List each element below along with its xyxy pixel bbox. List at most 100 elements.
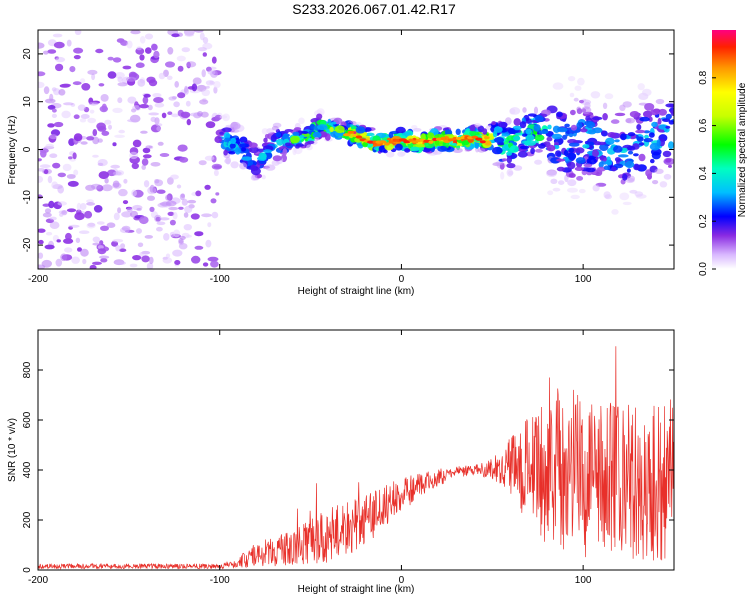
spectrogram-cell <box>144 235 153 239</box>
spectrogram-cell <box>55 258 63 267</box>
spectrogram-cell <box>80 78 86 84</box>
spectrogram-cell <box>73 47 84 54</box>
spectrogram-cell <box>197 47 207 52</box>
spectrogram-cell <box>509 107 521 115</box>
spectrogram-cell <box>579 99 584 104</box>
spectrogram-cell <box>162 257 173 264</box>
spectrogram-cell <box>662 118 671 122</box>
spectrogram-cell <box>503 144 509 149</box>
spectrogram-cell <box>642 88 652 97</box>
spectrogram-cell <box>284 129 294 132</box>
spectrogram-cell <box>301 131 309 134</box>
spectrogram-cell <box>469 130 476 136</box>
spectrogram-cell <box>577 77 585 86</box>
spectrogram-cell <box>184 85 189 93</box>
spectrogram-cell <box>482 128 488 135</box>
spectrogram-cell <box>551 133 563 140</box>
colorbar-tick-label: 0.6 <box>698 118 709 132</box>
spectrogram-cell <box>190 112 199 117</box>
spectrogram-cell <box>575 147 585 154</box>
spectrogram-cell <box>513 135 521 141</box>
spectrogram-cell <box>622 201 632 206</box>
spectrogram-cell <box>68 156 73 160</box>
spectrogram-cell <box>276 138 284 146</box>
spectrogram-cell <box>272 155 282 162</box>
spectrogram-cell <box>250 167 261 176</box>
spectrogram-cell <box>602 113 608 121</box>
spectrogram-cell <box>156 189 166 194</box>
spectrogram-cell <box>533 124 541 132</box>
spectrogram-cell <box>638 142 645 146</box>
spectrogram-cell <box>38 264 46 269</box>
spectrogram-cell <box>165 61 175 68</box>
spectrogram-cell <box>525 140 537 146</box>
spectrogram-cell <box>568 142 580 147</box>
spectrogram-cell <box>158 72 166 80</box>
spectrogram-cell <box>117 97 123 104</box>
spectrogram-cell <box>249 146 259 154</box>
spectrogram-cell <box>507 127 516 135</box>
spectrogram-cell <box>86 202 96 206</box>
spectrogram-peak-cell <box>408 138 414 142</box>
spectrogram-cell <box>38 194 43 199</box>
spectrogram-cell <box>117 82 128 87</box>
spectrogram-cell <box>270 134 277 142</box>
spectrogram-cell <box>265 164 276 171</box>
spectrogram-cell <box>294 127 302 131</box>
spectrogram-cell <box>97 245 104 250</box>
y-tick-label: 400 <box>22 461 33 478</box>
y-tick-label: 200 <box>22 511 33 528</box>
spectrogram-cell <box>534 134 545 142</box>
spectrogram-cell <box>141 164 146 170</box>
spectrogram-cell <box>131 189 138 197</box>
spectrogram-cell <box>412 127 422 132</box>
spectrogram-cell <box>121 211 132 218</box>
spectrogram-cell <box>173 101 180 108</box>
spectrogram-peak-cell <box>460 135 465 139</box>
spectrogram-cell <box>592 116 603 121</box>
y-tick-label: 10 <box>22 96 33 108</box>
spectrogram-cell <box>153 97 164 103</box>
spectrogram-cell <box>184 205 193 213</box>
spectrogram-cell <box>183 212 189 218</box>
spectrogram-cell <box>117 76 123 83</box>
spectrogram-cell <box>38 228 46 233</box>
spectrogram-cell <box>261 174 266 180</box>
spectrogram-cell <box>161 112 167 119</box>
spectrogram-cell <box>66 174 76 179</box>
spectrogram-cell <box>261 128 269 135</box>
spectrogram-cell <box>271 159 280 166</box>
spectrogram-cell <box>149 184 155 193</box>
spectrogram-cell <box>145 145 153 149</box>
spectrogram-cell <box>170 174 179 180</box>
x-tick-label: -200 <box>28 575 48 586</box>
spectrogram-cell <box>648 132 655 138</box>
spectrogram-cell <box>597 141 607 146</box>
spectrogram-cell <box>63 238 74 244</box>
spectrogram-cell <box>113 212 120 221</box>
spectrogram-cell <box>47 105 56 110</box>
spectrogram-cell <box>469 124 476 132</box>
spectrogram-cell <box>177 92 186 99</box>
spectrogram-cell <box>63 247 73 253</box>
spectrogram-x-label: Height of straight line (km) <box>298 286 415 297</box>
spectrogram-cell <box>614 157 621 162</box>
spectrogram-cell <box>156 126 161 132</box>
spectrogram-cell <box>153 50 160 59</box>
spectrogram-cell <box>239 143 250 148</box>
spectrogram-cell <box>178 238 184 244</box>
spectrogram-cell <box>506 156 512 164</box>
spectrogram-cell <box>655 98 665 105</box>
spectrogram-cell <box>562 134 568 140</box>
colorbar-ticks: 0.0 0.2 0.4 0.6 0.8 <box>698 70 716 276</box>
spectrogram-cell <box>119 248 127 252</box>
spectrogram-cell <box>648 116 653 122</box>
spectrogram-cell <box>547 190 554 196</box>
spectrogram-cell <box>177 65 184 72</box>
spectrogram-cell <box>167 111 173 115</box>
spectrogram-cell <box>101 184 113 192</box>
spectrogram-cell <box>613 163 624 169</box>
x-tick-label: 100 <box>575 575 592 586</box>
spectrogram-cell <box>501 133 510 137</box>
spectrogram-cell <box>147 195 155 201</box>
